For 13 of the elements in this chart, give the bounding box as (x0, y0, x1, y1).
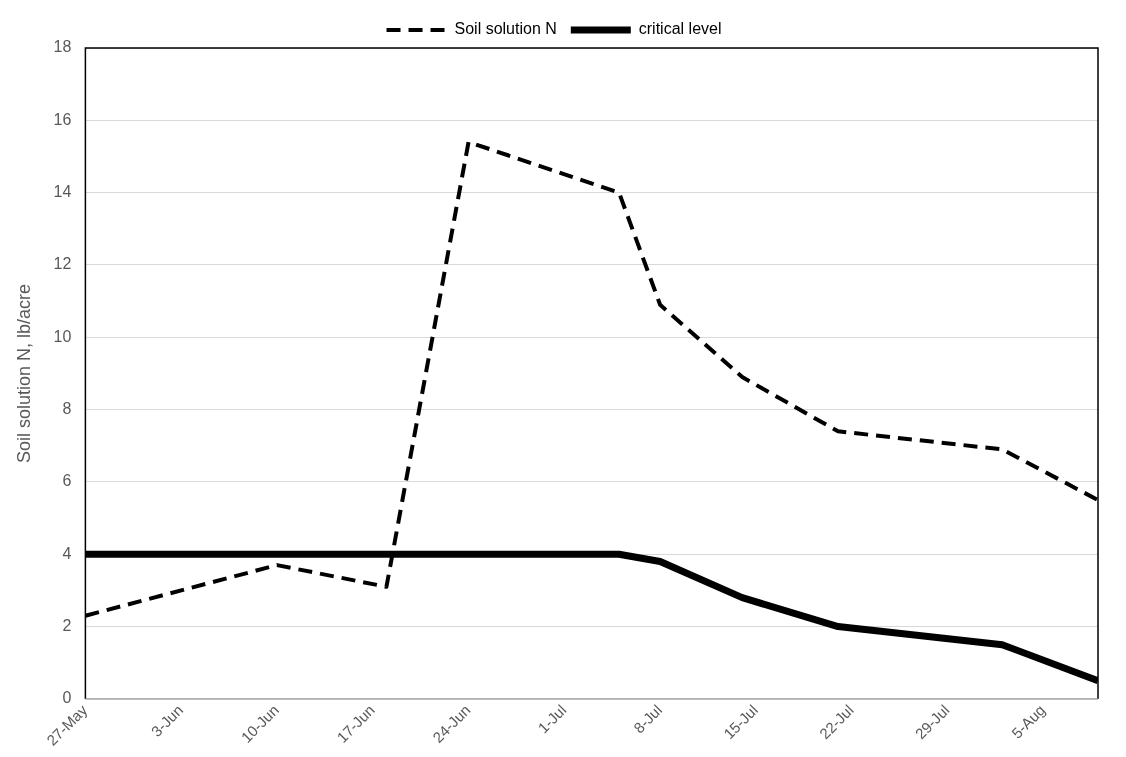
legend-label: critical level (638, 20, 722, 38)
y-tick-label: 6 (62, 472, 72, 490)
y-tick-label: 4 (62, 544, 72, 562)
legend-label: Soil solution N (454, 20, 557, 38)
y-tick-label: 10 (53, 327, 72, 345)
y-tick-label: 8 (62, 400, 72, 418)
y-tick-label: 12 (53, 255, 72, 273)
y-axis-title: Soil solution N, lb/acre (13, 283, 34, 463)
y-tick-label: 18 (53, 38, 72, 56)
y-tick-label: 16 (53, 110, 72, 128)
y-tick-label: 2 (62, 616, 72, 634)
y-tick-label: 14 (53, 183, 72, 201)
y-tick-label: 0 (62, 689, 72, 707)
